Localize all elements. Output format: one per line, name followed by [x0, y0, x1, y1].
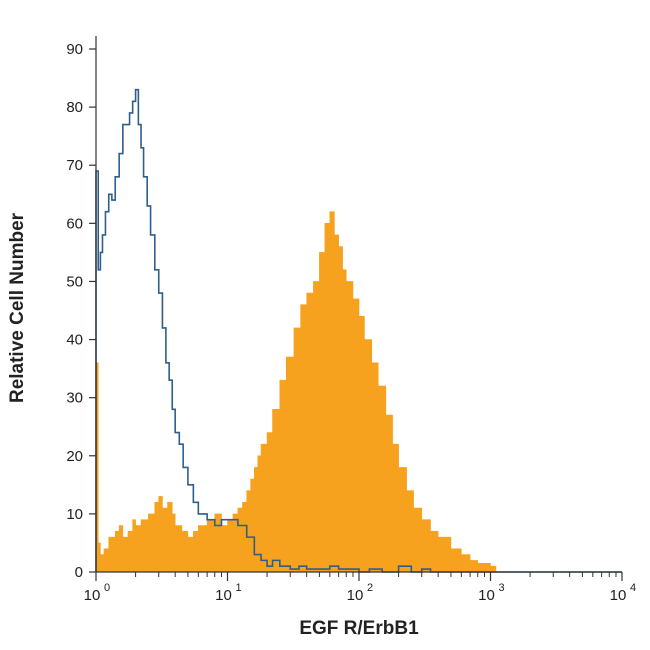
- x-tick-label-exponent: 3: [498, 582, 504, 594]
- x-tick-label-exponent: 0: [104, 582, 110, 594]
- series-1-outline-histogram: [95, 88, 622, 573]
- x-tick-label: 10: [478, 587, 495, 604]
- x-tick-label: 10: [84, 587, 101, 604]
- x-tick-label-exponent: 4: [630, 582, 636, 594]
- x-tick-label: 10: [347, 587, 364, 604]
- y-axis-title: Relative Cell Number: [7, 212, 28, 403]
- series-layer: [95, 88, 622, 573]
- x-tick-label-exponent: 2: [367, 582, 373, 594]
- y-tick-label: 20: [66, 448, 83, 465]
- x-tick-label: 10: [610, 587, 627, 604]
- y-tick-label: 10: [66, 506, 83, 523]
- y-tick-label: 0: [75, 564, 83, 581]
- y-tick-label: 70: [66, 157, 83, 174]
- y-tick-label: 90: [66, 41, 83, 58]
- x-tick-label: 10: [215, 587, 232, 604]
- y-tick-label: 80: [66, 99, 83, 116]
- y-tick-label: 50: [66, 273, 83, 290]
- x-tick-label-exponent: 1: [235, 582, 241, 594]
- y-tick-label: 30: [66, 390, 83, 407]
- x-axis-title: EGF R/ErbB1: [299, 618, 419, 639]
- y-tick-label: 40: [66, 332, 83, 349]
- series-0-filled-histogram: [95, 211, 497, 573]
- y-tick-label: 60: [66, 215, 83, 232]
